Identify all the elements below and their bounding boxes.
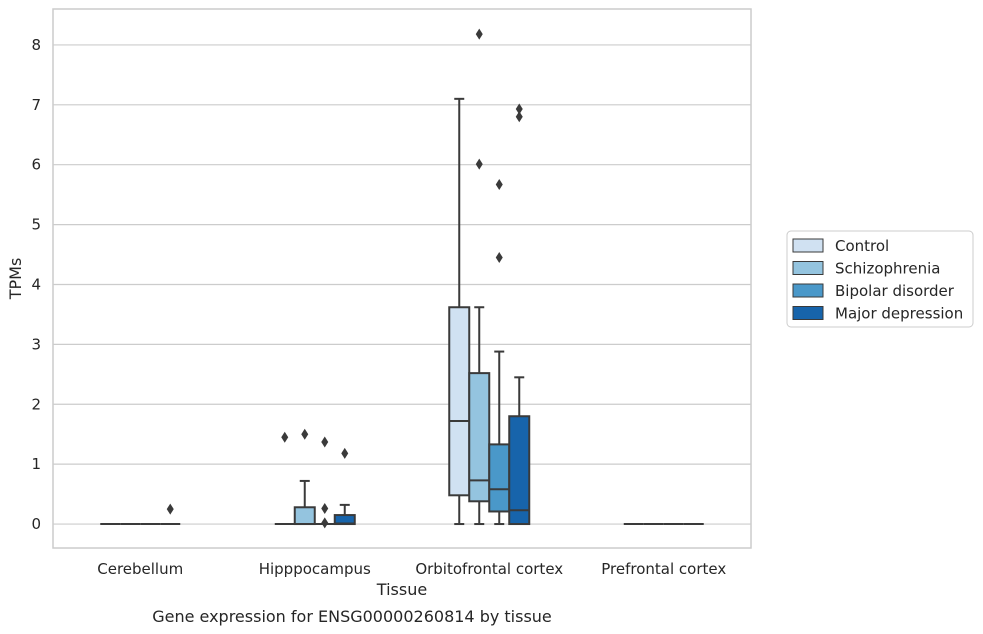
box-body <box>508 415 531 526</box>
box-schizophrenia <box>293 428 316 526</box>
outlier-point <box>301 428 309 440</box>
x-tick-label: Orbitofrontal cortex <box>415 560 563 578</box>
outlier-point <box>475 28 483 40</box>
outlier-point <box>515 111 523 123</box>
outlier-point <box>495 178 503 190</box>
legend-swatch <box>792 238 824 253</box>
plot-frame <box>52 8 752 549</box>
y-tick-labels: 0 1 2 3 4 5 6 7 8 <box>31 36 41 533</box>
x-tick-label: Cerebellum <box>97 560 183 578</box>
y-tick-label: 2 <box>31 395 41 413</box>
box-major-depression <box>160 503 181 526</box>
box-body <box>448 306 471 497</box>
outlier-point <box>515 103 523 115</box>
y-tick-label: 4 <box>31 275 41 293</box>
legend-entry: Control <box>835 237 889 255</box>
outlier-point <box>495 252 503 264</box>
outlier-point <box>166 503 174 515</box>
legend-swatch <box>792 261 824 275</box>
gridlines <box>53 44 751 525</box>
y-tick-label: 1 <box>31 455 41 473</box>
box-control <box>448 97 471 526</box>
y-tick-label: 7 <box>31 96 41 114</box>
y-tick-label: 8 <box>31 36 41 54</box>
chart-title: Gene expression for ENSG00000260814 by t… <box>152 607 552 626</box>
boxes-layer <box>100 28 704 529</box>
y-axis-label: TPMs <box>6 258 25 301</box>
legend-entry: Bipolar disorder <box>835 282 955 300</box>
x-tick-labels: Cerebellum Hipppocampus Orbitofrontal cort… <box>97 560 726 578</box>
outlier-point <box>341 447 349 459</box>
y-tick-label: 5 <box>31 216 41 234</box>
outlier-point <box>321 517 329 529</box>
box-major-depression <box>508 103 531 526</box>
y-tick-label: 6 <box>31 156 41 174</box>
box-body <box>293 506 316 526</box>
legend-swatch <box>792 306 824 320</box>
x-tick-label: Hipppocampus <box>259 560 371 578</box>
box-control <box>274 431 295 526</box>
legend: Control Schizophrenia Bipolar disorder Majo… <box>786 230 974 328</box>
box-body <box>488 443 511 513</box>
outlier-point <box>475 158 483 170</box>
legend-swatch <box>792 283 824 298</box>
box-body <box>468 372 491 503</box>
box-bipolar-disorder <box>314 436 335 529</box>
box-major-depression <box>333 447 356 526</box>
outlier-point <box>321 502 329 514</box>
x-tick-label: Prefrontal cortex <box>601 560 726 578</box>
box-schizophrenia <box>468 28 491 526</box>
legend-frame <box>786 230 974 328</box>
y-tick-label: 0 <box>31 515 41 533</box>
y-tick-label: 3 <box>31 335 41 353</box>
legend-entry: Major depression <box>835 305 963 323</box>
outlier-point <box>321 436 329 448</box>
x-axis-label: Tissue <box>376 580 427 599</box>
legend-entry: Schizophrenia <box>835 260 940 278</box>
box-bipolar-disorder <box>488 178 511 526</box>
outlier-point <box>281 431 289 443</box>
